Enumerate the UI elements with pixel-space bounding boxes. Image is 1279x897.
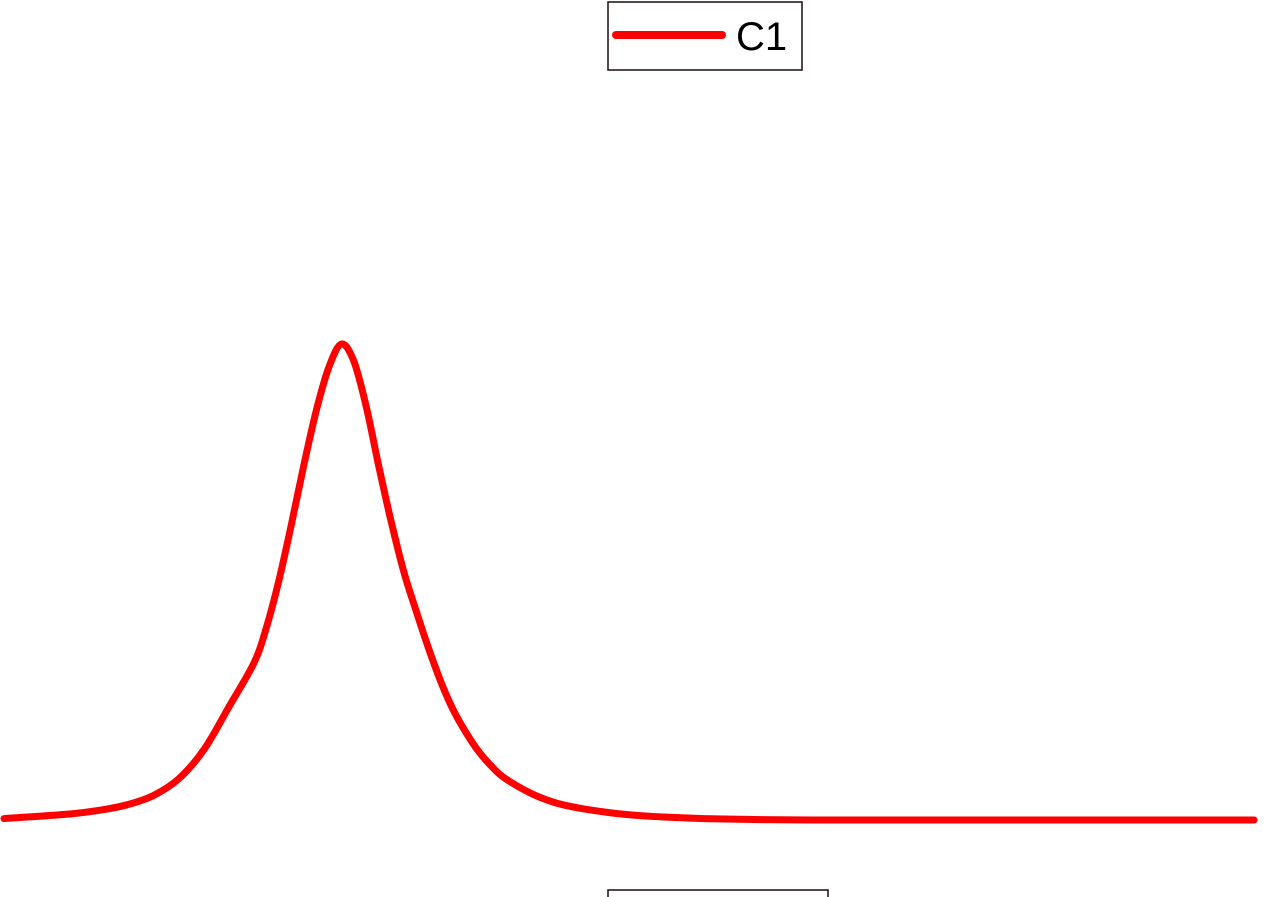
legend: C1	[607, 1, 803, 71]
plot-area	[0, 340, 1258, 824]
legend-box-bottom	[607, 889, 829, 897]
series-line-c1	[0, 340, 1258, 824]
legend-label-c1: C1	[736, 15, 787, 59]
